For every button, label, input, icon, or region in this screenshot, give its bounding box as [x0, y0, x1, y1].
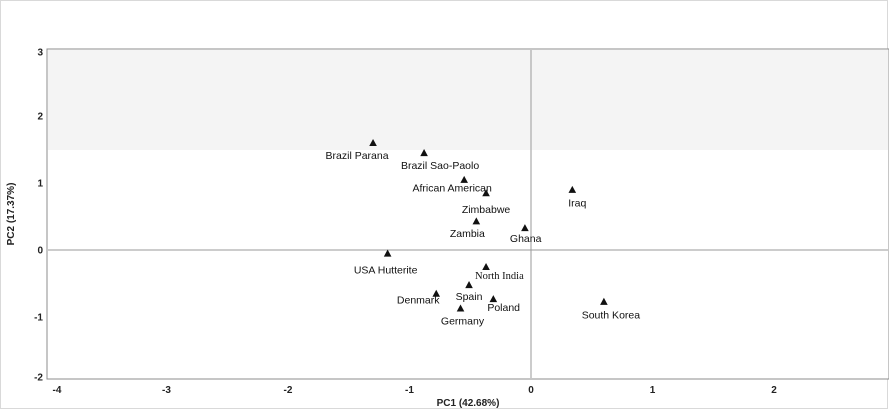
data-point-label: African American	[412, 183, 492, 195]
data-point-label: Poland	[487, 302, 520, 314]
x-tick-label: 2	[771, 385, 777, 396]
data-point-label: Iraq	[568, 198, 586, 210]
x-tick-label: 1	[650, 385, 656, 396]
data-point-label: North India	[475, 271, 524, 282]
plot-shading	[48, 50, 888, 150]
data-point-label: South Korea	[582, 310, 641, 322]
data-point-label: Germany	[441, 315, 485, 327]
y-tick-label: 3	[37, 48, 43, 59]
data-point-marker	[568, 185, 577, 193]
data-point-marker	[600, 297, 608, 305]
data-point-marker	[369, 139, 377, 147]
x-tick-label: -3	[162, 385, 171, 396]
x-tick-label: -4	[53, 385, 62, 396]
data-point-label: Spain	[456, 291, 483, 303]
data-point-marker	[489, 295, 498, 303]
y-axis-title: PC2 (17.37%)	[6, 183, 17, 246]
y-tick-label: -2	[34, 373, 43, 384]
data-point-label: Zambia	[450, 228, 485, 240]
data-point-label: Denmark	[397, 295, 440, 307]
data-point-label: Zimbabwe	[462, 204, 511, 216]
data-point-marker	[521, 224, 529, 232]
data-point-marker	[460, 175, 468, 183]
data-point-marker	[472, 217, 481, 225]
x-axis-title: PC1 (42.68%)	[437, 398, 500, 409]
data-point-label: USA Hutterite	[354, 264, 418, 276]
y-tick-label: 0	[37, 246, 43, 257]
data-point-label: Brazil Sao-Paolo	[401, 160, 479, 172]
data-point-marker	[383, 249, 392, 257]
data-point-marker	[482, 262, 490, 270]
data-point-label: Brazil Parana	[326, 150, 389, 162]
x-tick-label: -1	[405, 385, 414, 396]
y-tick-label: -1	[34, 313, 43, 324]
y-tick-label: 1	[37, 179, 43, 190]
data-point-marker	[432, 289, 441, 297]
data-point-marker	[482, 189, 490, 197]
data-point-marker	[465, 281, 473, 289]
data-point-label: Ghana	[510, 233, 542, 245]
y-tick-label: 2	[37, 112, 43, 123]
x-tick-label: 0	[528, 385, 534, 396]
data-point-marker	[420, 149, 428, 157]
x-tick-label: -2	[284, 385, 293, 396]
data-point-marker	[456, 304, 465, 312]
